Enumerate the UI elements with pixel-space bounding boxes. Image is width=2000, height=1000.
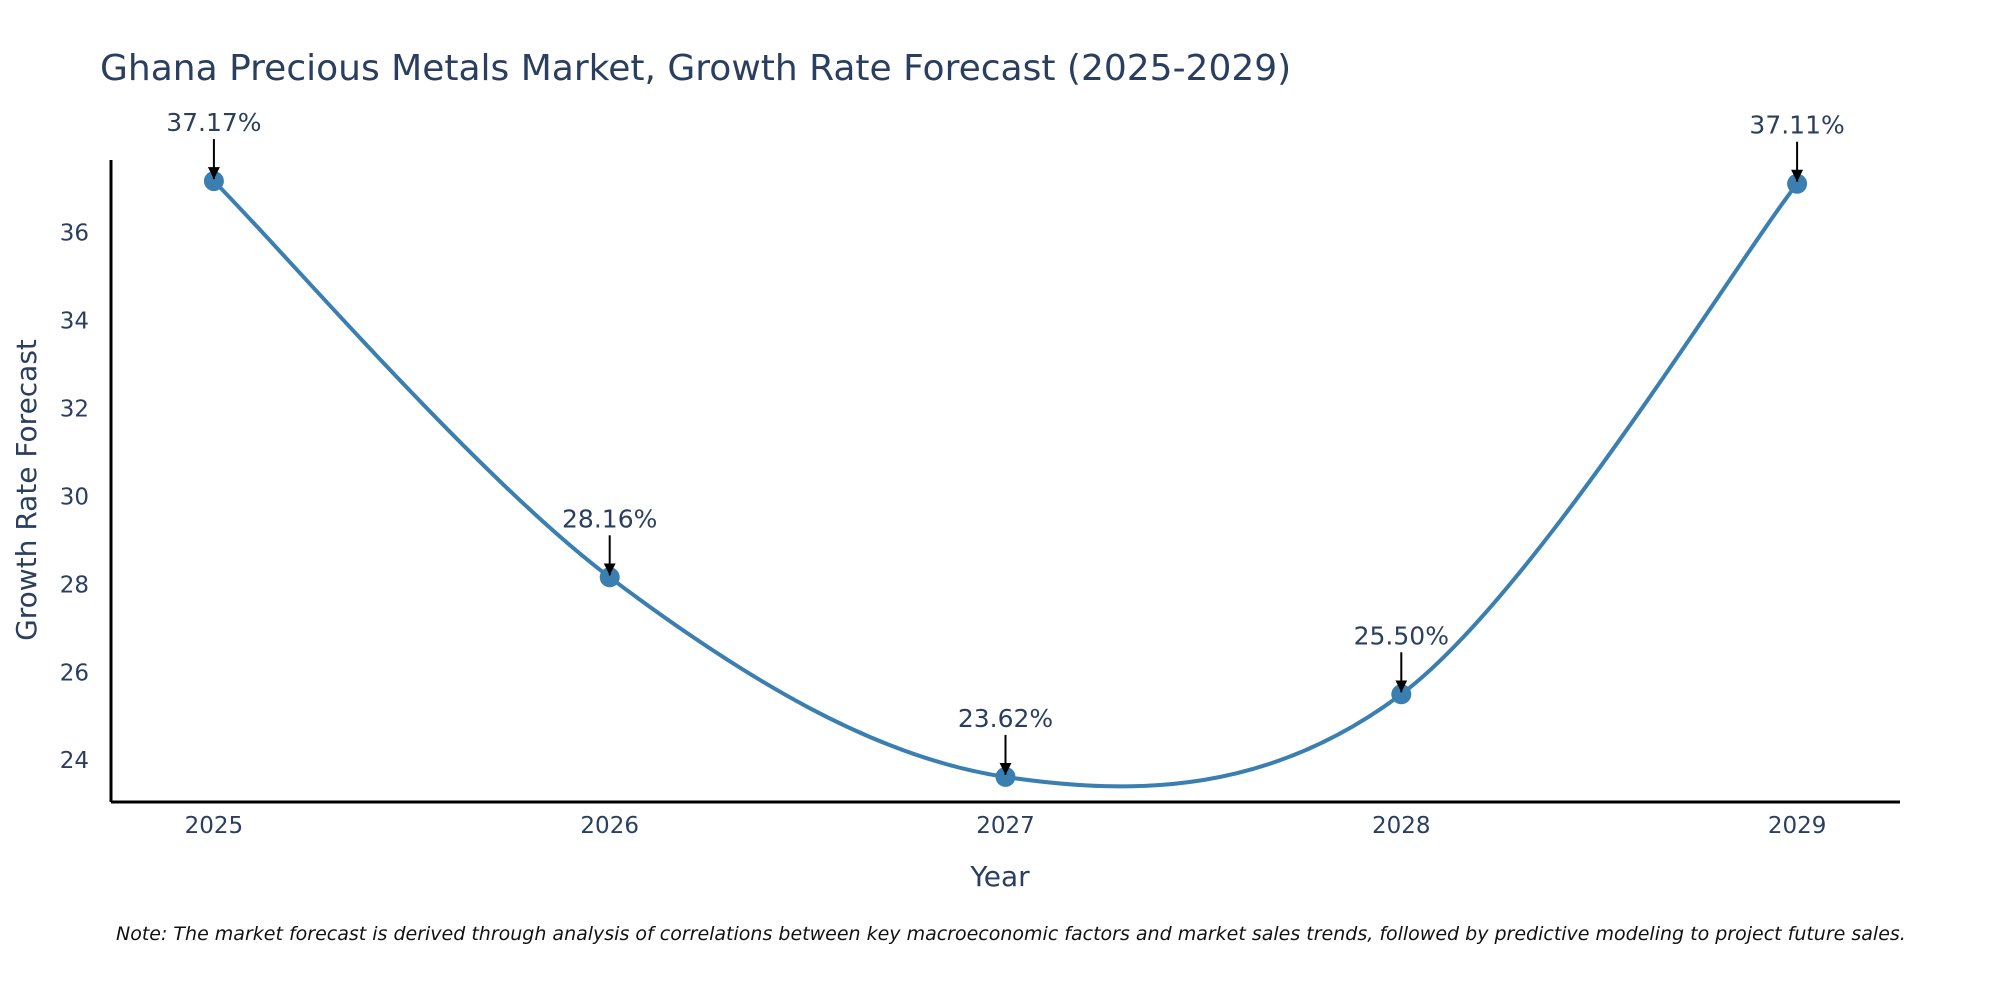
x-tick-label: 2026 (580, 813, 639, 839)
series-growth-rate (203, 171, 1808, 789)
data-label: 37.11% (1749, 111, 1844, 140)
data-label: 25.50% (1354, 621, 1449, 650)
y-tick-label: 32 (60, 396, 89, 422)
x-tick-label: 2029 (1768, 813, 1827, 839)
x-axis-title: Year (969, 860, 1030, 893)
footnote: Note: The market forecast is derived thr… (116, 923, 1906, 945)
axes: 24 26 28 30 32 34 36 2025 2026 2027 2028 2029 (60, 160, 1900, 839)
chart-title: Ghana Precious Metals Market, Growth Rat… (100, 48, 1291, 89)
y-tick-label: 30 (60, 484, 89, 510)
x-tick-label: 2025 (185, 813, 244, 839)
y-tick-label: 36 (60, 221, 89, 247)
y-axis-title: Growth Rate Forecast (10, 339, 43, 641)
x-tick-label: 2027 (976, 813, 1035, 839)
y-tick-label: 24 (60, 748, 89, 774)
data-labels: 37.17% 28.16% 23.62% 25.50% 37.11% (166, 108, 1845, 775)
x-tick-label: 2028 (1372, 813, 1431, 839)
y-tick-label: 34 (60, 309, 89, 335)
series-line (212, 179, 1799, 789)
y-tick-label: 26 (60, 660, 89, 686)
data-label: 28.16% (562, 504, 657, 533)
data-label: 37.17% (166, 108, 261, 137)
y-tick-label: 28 (60, 572, 89, 598)
data-label: 23.62% (958, 704, 1053, 733)
